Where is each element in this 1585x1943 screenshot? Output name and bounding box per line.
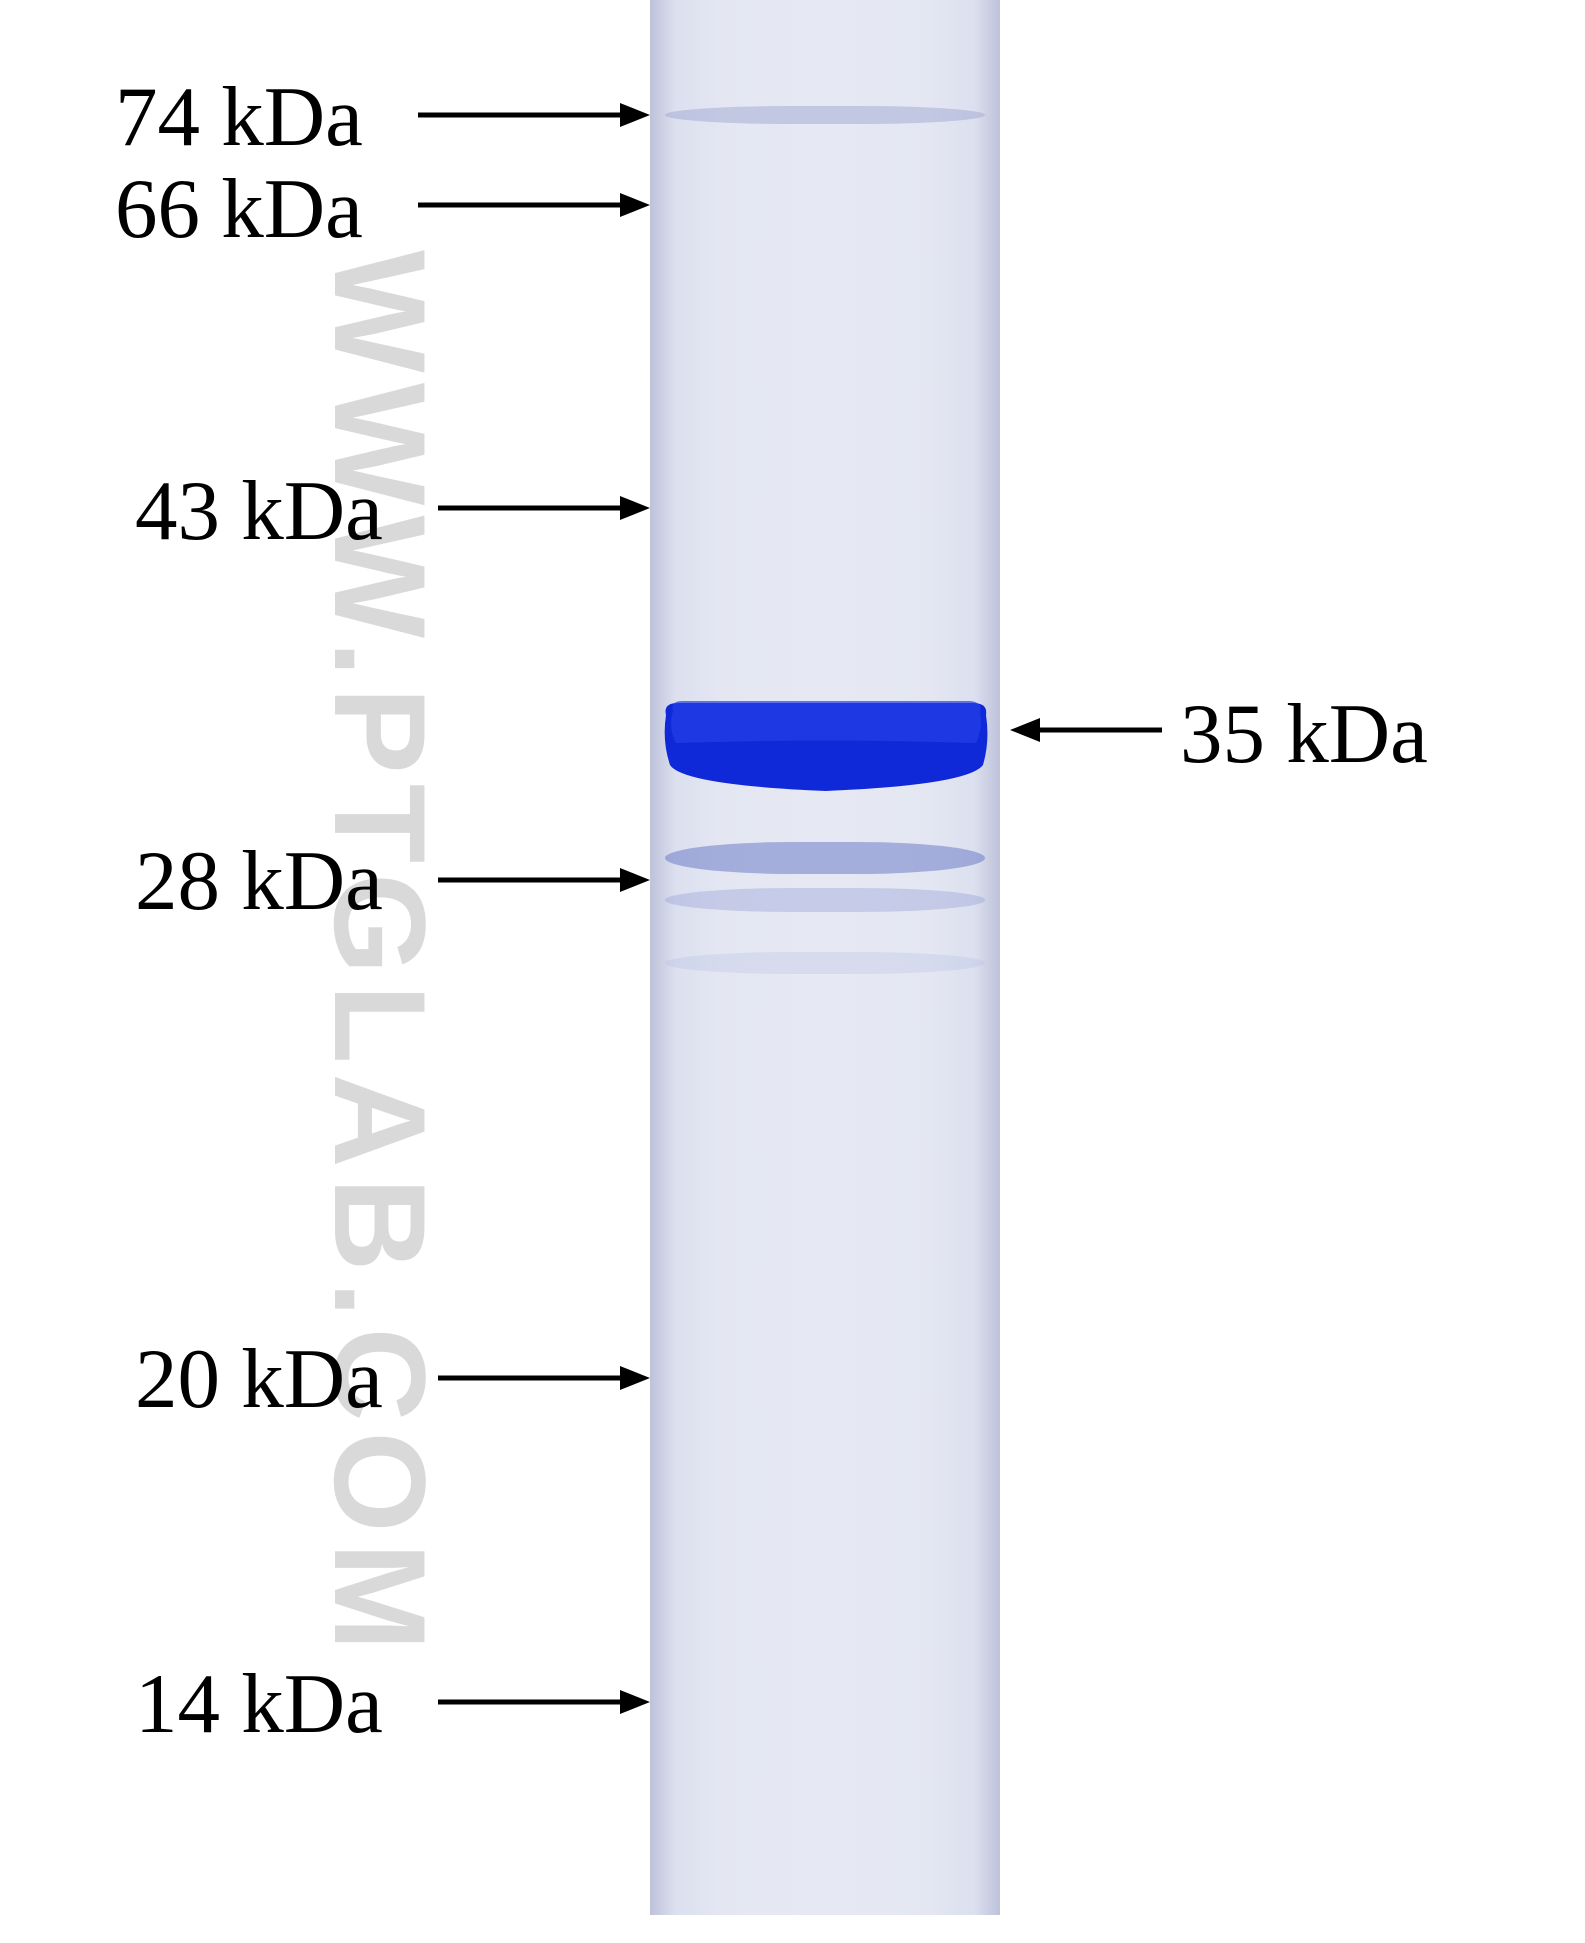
marker-74kda-arrow xyxy=(418,95,650,135)
marker-14kda-label: 14 kDa xyxy=(135,1655,383,1753)
marker-20kda-label: 20 kDa xyxy=(135,1330,383,1428)
lane-edge-left xyxy=(650,0,675,1915)
faint-band-1 xyxy=(665,842,985,874)
marker-74kda-label: 74 kDa xyxy=(115,68,363,166)
marker-28kda-label: 28 kDa xyxy=(135,832,383,930)
marker-66kda-arrow xyxy=(418,185,650,225)
marker-14kda-arrow xyxy=(438,1682,650,1722)
faint-band-2 xyxy=(665,888,985,912)
faint-band-74 xyxy=(665,106,985,124)
target-35kda-label: 35 kDa xyxy=(1180,685,1428,783)
target-band-35kda xyxy=(658,693,993,793)
marker-66kda-label: 66 kDa xyxy=(115,160,363,258)
faint-band-3 xyxy=(665,952,985,974)
marker-20kda-arrow xyxy=(438,1358,650,1398)
marker-28kda-arrow xyxy=(438,860,650,900)
target-35kda-arrow xyxy=(1010,710,1162,750)
marker-43kda-label: 43 kDa xyxy=(135,462,383,560)
gel-image: WWW.PTGLAB.COM 74 kDa 66 kDa 43 kDa 28 k… xyxy=(0,0,1585,1943)
lane-edge-right xyxy=(975,0,1000,1915)
marker-43kda-arrow xyxy=(438,488,650,528)
